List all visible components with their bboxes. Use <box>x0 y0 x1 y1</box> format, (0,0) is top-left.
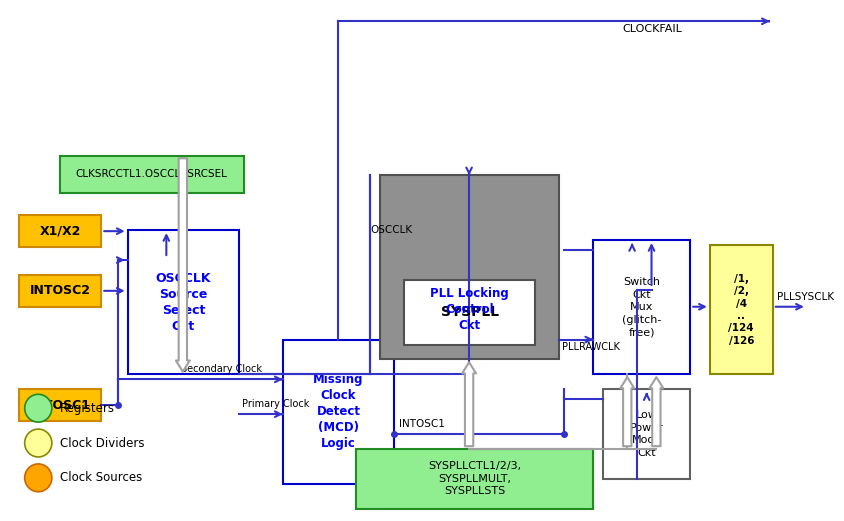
Bar <box>404 280 535 344</box>
Bar <box>380 176 560 359</box>
Text: Clock Dividers: Clock Dividers <box>60 437 144 450</box>
Text: OSCCLK: OSCCLK <box>371 225 412 235</box>
Text: OSCCLK
Source
Select
Ckt: OSCCLK Source Select Ckt <box>155 272 211 333</box>
Bar <box>19 215 101 247</box>
Bar <box>19 275 101 307</box>
Text: CLKSRCCTL1.OSCCLRSRCSEL: CLKSRCCTL1.OSCCLRSRCSEL <box>76 169 228 179</box>
Text: /1,
/2,
/4
..
/124
/126: /1, /2, /4 .. /124 /126 <box>728 274 754 346</box>
Text: Switch
Ckt
Mux
(glitch-
free): Switch Ckt Mux (glitch- free) <box>622 278 662 337</box>
Text: SYSPLL: SYSPLL <box>441 305 499 319</box>
Bar <box>127 230 239 375</box>
Text: Low
Power
Mode
Ckt: Low Power Mode Ckt <box>630 411 663 457</box>
Bar <box>283 340 394 484</box>
Text: Missing
Clock
Detect
(MCD)
Logic: Missing Clock Detect (MCD) Logic <box>313 373 364 450</box>
Bar <box>603 389 690 479</box>
Ellipse shape <box>24 429 51 457</box>
Text: Secondary Clock: Secondary Clock <box>181 364 262 375</box>
Bar <box>593 240 690 375</box>
Bar <box>710 245 773 375</box>
Text: X1/X2: X1/X2 <box>40 225 81 238</box>
Text: Clock Sources: Clock Sources <box>60 472 142 485</box>
Bar <box>19 389 101 421</box>
Text: PLL Locking
Control
Ckt: PLL Locking Control Ckt <box>430 287 509 332</box>
Bar <box>355 449 593 508</box>
Text: CLOCKFAIL: CLOCKFAIL <box>622 24 682 34</box>
Text: SYSPLLCTL1/2/3,
SYSPLLMULT,
SYSPLLSTS: SYSPLLCTL1/2/3, SYSPLLMULT, SYSPLLSTS <box>428 462 521 496</box>
Text: PLLSYSCLK: PLLSYSCLK <box>776 292 834 302</box>
Ellipse shape <box>24 394 51 422</box>
Bar <box>60 156 244 193</box>
Text: PLLRAWCLK: PLLRAWCLK <box>562 342 620 352</box>
Text: INTOSC2: INTOSC2 <box>30 284 90 297</box>
Text: INTOSC1: INTOSC1 <box>30 399 90 412</box>
Text: INTOSC1: INTOSC1 <box>399 419 445 429</box>
Text: Primary Clock: Primary Clock <box>242 399 310 409</box>
Text: Registers: Registers <box>60 402 115 415</box>
Ellipse shape <box>24 464 51 492</box>
